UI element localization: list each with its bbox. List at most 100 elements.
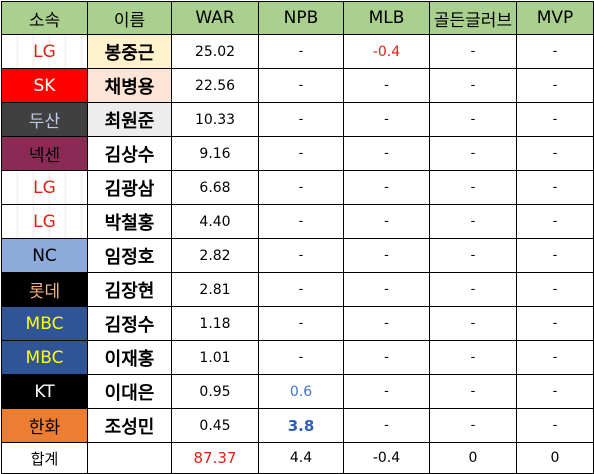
golden-glove-cell[interactable]: - (429, 170, 517, 205)
mlb-cell[interactable]: - (343, 374, 430, 409)
team-cell[interactable]: 넥센 (1, 136, 88, 171)
golden-glove-cell[interactable]: - (429, 204, 517, 239)
header-war[interactable]: WAR (171, 1, 259, 35)
mvp-cell[interactable]: - (516, 374, 594, 409)
mlb-cell[interactable]: -0.4 (343, 34, 430, 69)
name-cell[interactable]: 이대은 (87, 374, 172, 409)
mvp-cell[interactable]: - (516, 68, 594, 103)
golden-glove-cell[interactable]: - (429, 34, 517, 69)
team-cell[interactable]: 롯데 (1, 272, 88, 307)
mvp-cell[interactable]: - (516, 136, 594, 171)
team-cell[interactable]: MBC (1, 306, 88, 341)
npb-cell[interactable]: - (258, 306, 344, 341)
war-cell[interactable]: 6.68 (171, 170, 259, 205)
team-cell[interactable]: NC (1, 238, 88, 273)
mlb-cell[interactable]: - (343, 340, 430, 375)
npb-cell[interactable]: - (258, 340, 344, 375)
team-cell[interactable]: LG (1, 204, 88, 239)
team-cell[interactable]: LG (1, 34, 88, 69)
header-npb[interactable]: NPB (258, 1, 344, 35)
npb-cell[interactable]: - (258, 204, 344, 239)
name-cell[interactable]: 채병용 (87, 68, 172, 103)
golden-glove-cell[interactable]: - (429, 306, 517, 341)
golden-glove-cell[interactable]: - (429, 68, 517, 103)
war-cell[interactable]: 0.45 (171, 408, 259, 443)
npb-cell[interactable]: - (258, 238, 344, 273)
team-cell[interactable]: 한화 (1, 408, 88, 443)
total-mlb[interactable]: -0.4 (343, 442, 430, 474)
team-cell[interactable]: SK (1, 68, 88, 103)
team-cell[interactable]: KT (1, 374, 88, 409)
npb-cell[interactable]: - (258, 272, 344, 307)
war-cell[interactable]: 22.56 (171, 68, 259, 103)
mvp-cell[interactable]: - (516, 204, 594, 239)
header-mvp[interactable]: MVP (516, 1, 594, 35)
npb-cell[interactable]: - (258, 136, 344, 171)
mvp-cell[interactable]: - (516, 408, 594, 443)
name-cell[interactable]: 봉중근 (87, 34, 172, 69)
mvp-cell[interactable]: - (516, 340, 594, 375)
name-cell[interactable]: 이재홍 (87, 340, 172, 375)
mlb-cell[interactable]: - (343, 136, 430, 171)
war-cell[interactable]: 2.82 (171, 238, 259, 273)
npb-cell[interactable]: - (258, 102, 344, 137)
mvp-cell[interactable]: - (516, 272, 594, 307)
total-npb[interactable]: 4.4 (258, 442, 344, 474)
name-cell[interactable]: 김정수 (87, 306, 172, 341)
mlb-cell[interactable]: - (343, 204, 430, 239)
war-cell[interactable]: 0.95 (171, 374, 259, 409)
name-cell[interactable]: 박철홍 (87, 204, 172, 239)
golden-glove-cell[interactable]: - (429, 374, 517, 409)
header-mlb[interactable]: MLB (343, 1, 430, 35)
war-cell[interactable]: 1.01 (171, 340, 259, 375)
total-label[interactable]: 합계 (1, 442, 88, 474)
mlb-cell[interactable]: - (343, 408, 430, 443)
mlb-cell[interactable]: - (343, 170, 430, 205)
npb-cell[interactable]: 3.8 (258, 408, 344, 443)
mlb-cell[interactable]: - (343, 306, 430, 341)
npb-cell[interactable]: 0.6 (258, 374, 344, 409)
total-war[interactable]: 87.37 (171, 442, 259, 474)
name-cell[interactable]: 김광삼 (87, 170, 172, 205)
header-team[interactable]: 소속 (1, 1, 88, 35)
header-golden-glove[interactable]: 골든글러브 (429, 1, 517, 35)
war-cell[interactable]: 1.18 (171, 306, 259, 341)
golden-glove-cell[interactable]: - (429, 238, 517, 273)
mlb-cell[interactable]: - (343, 68, 430, 103)
war-cell[interactable]: 9.16 (171, 136, 259, 171)
header-row: 소속 이름 WAR NPB MLB 골든글러브 MVP (1, 1, 594, 35)
team-cell[interactable]: LG (1, 170, 88, 205)
war-cell[interactable]: 4.40 (171, 204, 259, 239)
mlb-cell[interactable]: - (343, 272, 430, 307)
golden-glove-cell[interactable]: - (429, 272, 517, 307)
total-name-cell[interactable] (87, 442, 172, 474)
team-cell[interactable]: 두산 (1, 102, 88, 137)
war-cell[interactable]: 10.33 (171, 102, 259, 137)
name-cell[interactable]: 최원준 (87, 102, 172, 137)
golden-glove-cell[interactable]: - (429, 340, 517, 375)
mvp-cell[interactable]: - (516, 170, 594, 205)
npb-cell[interactable]: - (258, 34, 344, 69)
mvp-cell[interactable]: - (516, 102, 594, 137)
team-cell[interactable]: MBC (1, 340, 88, 375)
mvp-cell[interactable]: - (516, 34, 594, 69)
total-golden-glove[interactable]: 0 (429, 442, 517, 474)
war-cell[interactable]: 2.81 (171, 272, 259, 307)
name-cell[interactable]: 임정호 (87, 238, 172, 273)
war-cell[interactable]: 25.02 (171, 34, 259, 69)
mlb-cell[interactable]: - (343, 238, 430, 273)
name-cell[interactable]: 조성민 (87, 408, 172, 443)
golden-glove-cell[interactable]: - (429, 408, 517, 443)
npb-cell[interactable]: - (258, 68, 344, 103)
npb-cell[interactable]: - (258, 170, 344, 205)
mvp-cell[interactable]: - (516, 238, 594, 273)
golden-glove-cell[interactable]: - (429, 136, 517, 171)
name-cell[interactable]: 김장현 (87, 272, 172, 307)
mlb-cell[interactable]: - (343, 102, 430, 137)
header-name[interactable]: 이름 (87, 1, 172, 35)
mvp-cell[interactable]: - (516, 306, 594, 341)
total-mvp[interactable]: 0 (516, 442, 594, 474)
name-cell[interactable]: 김상수 (87, 136, 172, 171)
golden-glove-cell[interactable]: - (429, 102, 517, 137)
table-row: 한화 조성민 0.45 3.8- - - (1, 408, 594, 443)
